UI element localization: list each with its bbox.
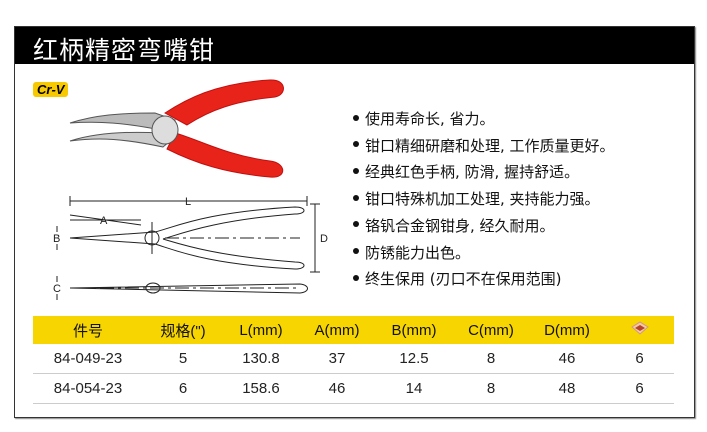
feature-item: 铬钒合金钢钳身, 经久耐用。: [353, 213, 615, 240]
feature-item: 经典红色手柄, 防滑, 握持舒适。: [353, 159, 615, 186]
bullet-icon: [353, 167, 359, 174]
bullet-icon: [353, 221, 359, 228]
dim-label-b: B: [53, 233, 60, 245]
table-header-row: 件号 规格(") L(mm) A(mm) B(mm) C(mm) D(mm): [33, 316, 674, 344]
bullet-icon: [353, 194, 359, 201]
feature-item: 钳口精细研磨和处理, 工作质量更好。: [353, 133, 615, 160]
col-header-pack: [605, 316, 674, 344]
table-row: 84-049-23 5 130.8 37 12.5 8 46 6: [33, 344, 674, 374]
col-header-part-no: 件号: [33, 316, 143, 344]
product-card: 红柄精密弯嘴钳 Cr-V L A B C D: [14, 26, 695, 418]
table-row: 84-054-23 6 158.6 46 14 8 48 6: [33, 373, 674, 404]
spec-table: 件号 规格(") L(mm) A(mm) B(mm) C(mm) D(mm) 8…: [33, 316, 674, 404]
col-header-b: B(mm): [375, 316, 453, 344]
title-bar: 红柄精密弯嘴钳: [15, 27, 694, 65]
bullet-icon: [353, 248, 359, 255]
col-header-c: C(mm): [453, 316, 529, 344]
dim-label-l: L: [185, 196, 191, 208]
feature-item: 防锈能力出色。: [353, 240, 615, 267]
dim-label-d: D: [320, 233, 328, 245]
pliers-photo: [69, 79, 284, 178]
dimension-drawing: L A B C D: [53, 196, 328, 300]
bullet-icon: [353, 114, 359, 121]
feature-item: 终生保用 (刃口不在保用范围): [353, 266, 615, 293]
dim-label-c: C: [53, 283, 61, 295]
feature-list: 使用寿命长, 省力。 钳口精细研磨和处理, 工作质量更好。 经典红色手柄, 防滑…: [353, 106, 615, 293]
col-header-l: L(mm): [223, 316, 299, 344]
col-header-size: 规格("): [143, 316, 223, 344]
product-title: 红柄精密弯嘴钳: [33, 36, 216, 65]
bullet-icon: [353, 274, 359, 281]
dim-label-a: A: [100, 215, 108, 227]
cr-v-badge: Cr-V: [33, 82, 69, 97]
feature-item: 使用寿命长, 省力。: [353, 106, 615, 133]
bullet-icon: [353, 141, 359, 148]
col-header-a: A(mm): [299, 316, 375, 344]
box-icon: [630, 321, 649, 335]
col-header-d: D(mm): [529, 316, 605, 344]
feature-item: 钳口特殊机加工处理, 夹持能力强。: [353, 186, 615, 213]
